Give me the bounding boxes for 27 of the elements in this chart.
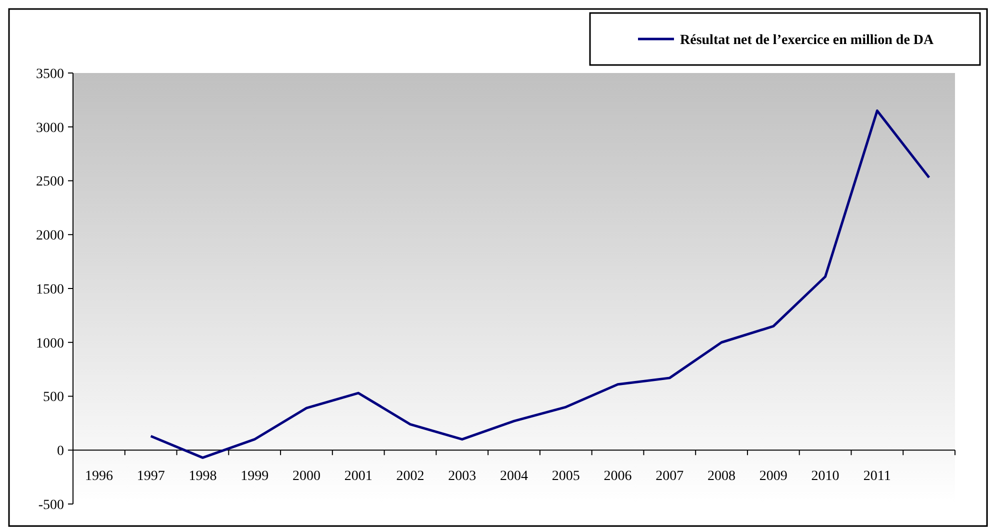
x-tick-label: 2010 [811, 469, 840, 484]
x-tick-label: 2004 [500, 469, 528, 484]
x-tick-label: 1996 [84, 469, 113, 484]
y-tick-label: 500 [43, 390, 64, 406]
x-tick-label: 1998 [188, 469, 217, 484]
y-tick-label: 3500 [36, 66, 64, 82]
x-tick-label: 1997 [136, 469, 165, 484]
y-tick-label: 1000 [36, 336, 64, 352]
y-tick-label: -500 [38, 498, 64, 513]
y-tick-label: 3000 [36, 120, 64, 136]
x-tick-label: 2000 [292, 469, 320, 484]
x-tick-label: 2009 [759, 469, 788, 484]
line-series [150, 109, 930, 459]
y-tick-label: 2000 [36, 228, 64, 244]
x-tick-label: 2007 [656, 469, 684, 484]
y-tick-label: 2500 [36, 174, 64, 190]
x-tick-label: 2006 [604, 469, 632, 484]
x-tick-label: 2001 [344, 469, 372, 484]
x-tick-label: 2002 [396, 469, 424, 484]
x-tick-label: 2008 [708, 469, 736, 484]
x-tick-label: 2005 [552, 469, 580, 484]
x-tick-label: 2003 [448, 469, 476, 484]
y-tick-label: 1500 [36, 282, 64, 298]
legend-label: Résultat net de l’exercice en million de DA [680, 32, 935, 48]
x-tick-label: 1999 [240, 469, 269, 484]
y-tick-label: 0 [57, 444, 64, 460]
x-tick-label: 2011 [863, 469, 891, 484]
